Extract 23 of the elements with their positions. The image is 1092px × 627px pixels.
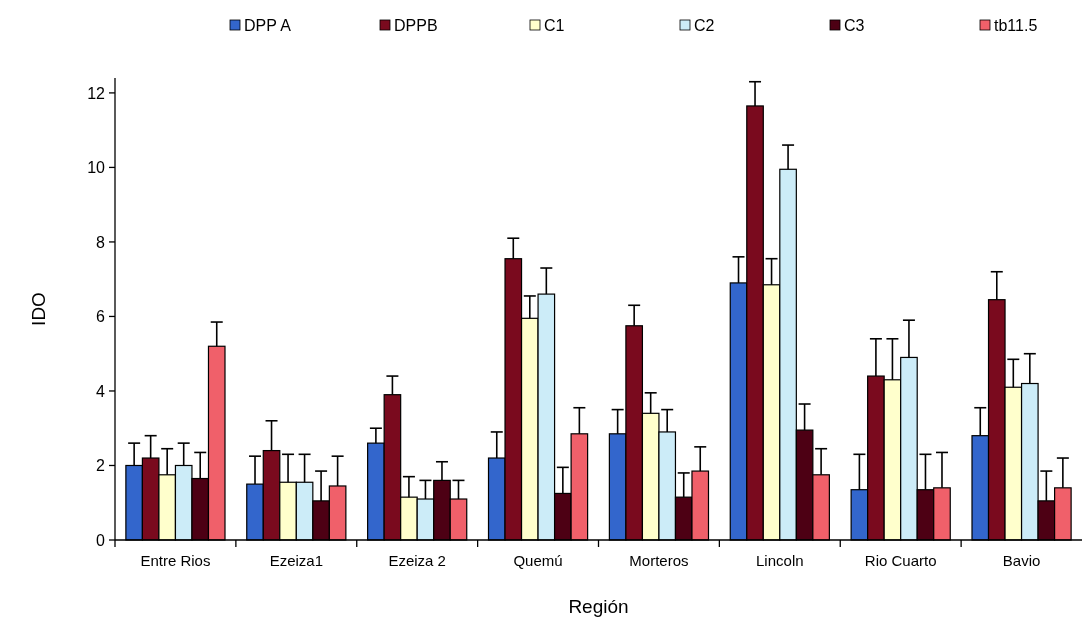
y-axis-title: IDO <box>28 292 49 326</box>
y-tick-label: 4 <box>96 382 106 400</box>
y-tick-label: 0 <box>96 531 106 549</box>
y-tick-label: 8 <box>96 233 106 251</box>
legend-label: tb11.5 <box>994 16 1038 34</box>
x-tick-label: Rio Cuarto <box>864 552 937 569</box>
x-tick-label: Bavio <box>1002 552 1041 569</box>
legend-label: C3 <box>844 16 865 34</box>
x-tick-label: Lincoln <box>756 552 804 569</box>
y-tick-label: 10 <box>87 159 106 177</box>
y-tick-label: 2 <box>96 457 106 475</box>
legend-label: C2 <box>694 16 715 34</box>
x-tick-label: Ezeiza1 <box>269 552 323 569</box>
x-tick-label: Morteros <box>629 552 689 569</box>
y-tick-label: 6 <box>96 308 106 326</box>
legend-label: C1 <box>544 16 565 34</box>
y-tick-label: 12 <box>87 84 106 102</box>
legend-label: DPPB <box>394 16 438 34</box>
x-axis-title: Región <box>568 596 629 617</box>
x-tick-label: Ezeiza 2 <box>388 552 446 569</box>
x-tick-label: Quemú <box>513 552 563 569</box>
legend-label: DPP A <box>244 16 292 34</box>
x-tick-label: Entre Rios <box>140 552 211 569</box>
